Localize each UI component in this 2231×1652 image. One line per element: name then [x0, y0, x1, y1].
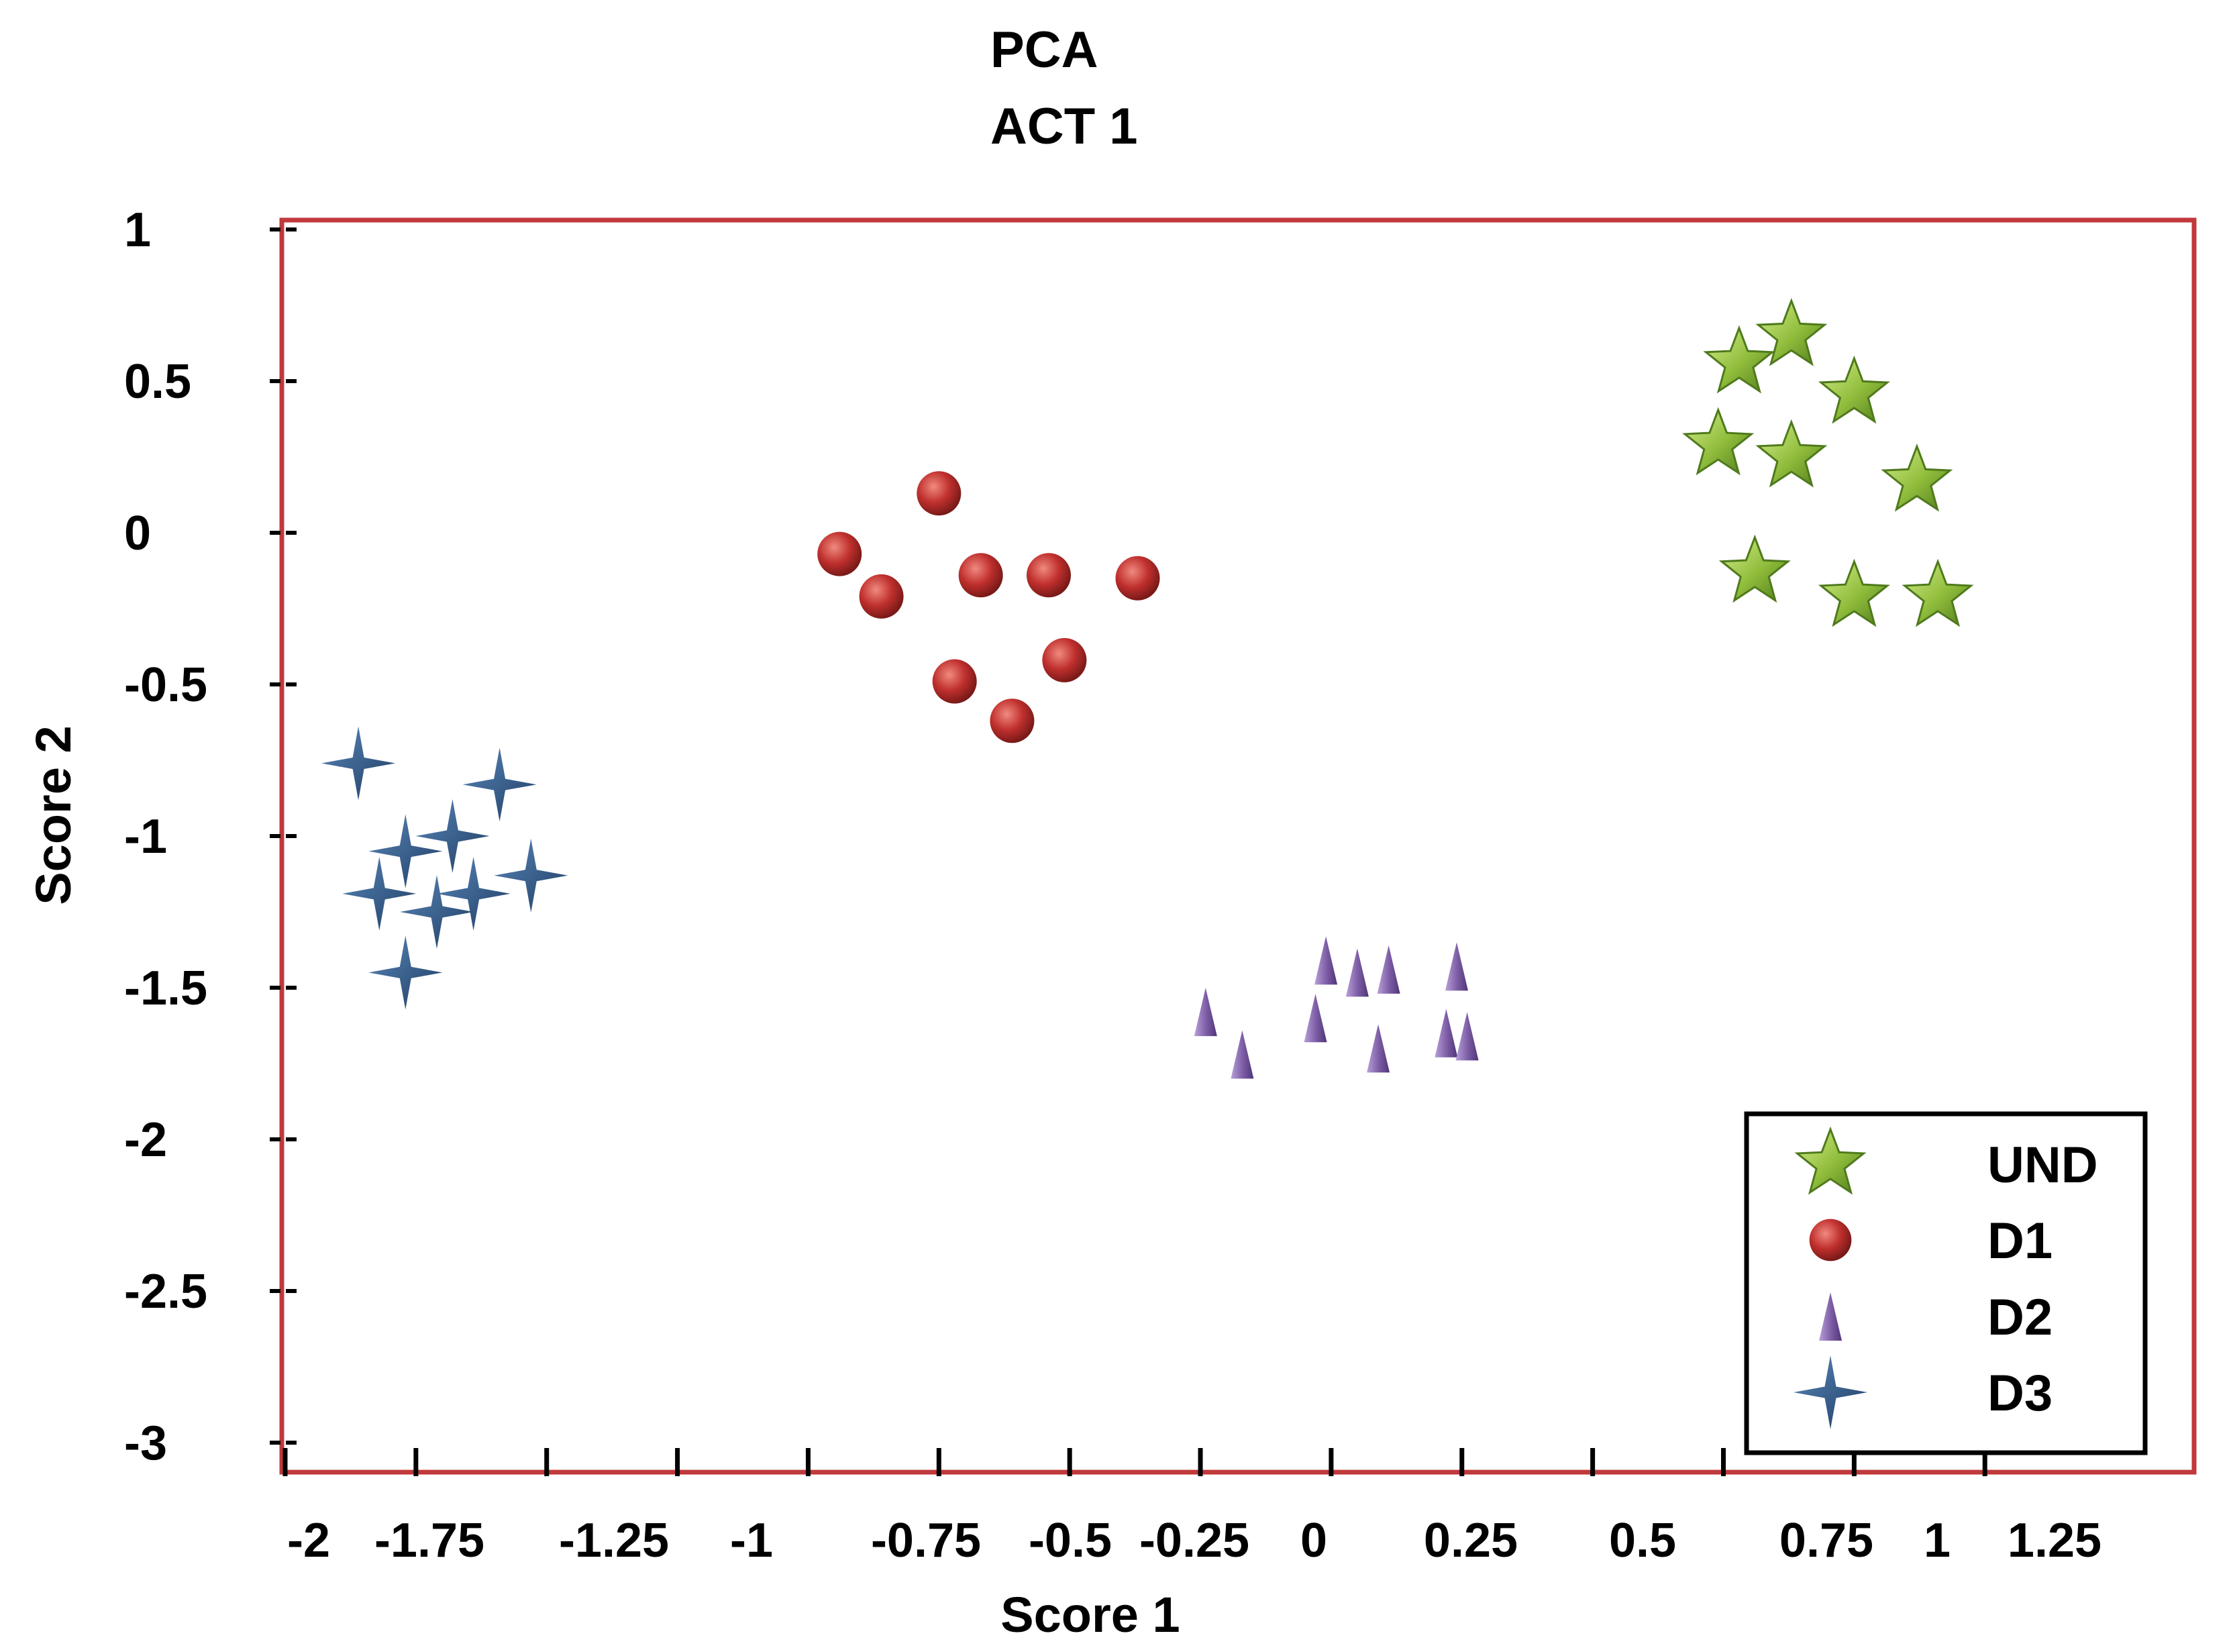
data-point-d2 [1304, 994, 1327, 1043]
data-point-d2 [1314, 936, 1338, 985]
x-tick-label: -0.5 [1029, 1514, 1112, 1567]
data-point-d3 [400, 875, 474, 949]
data-points [321, 297, 1974, 1079]
legend-marker-d2 [1819, 1292, 1842, 1341]
data-point-und [1718, 534, 1791, 603]
x-tick-label: -0.75 [871, 1514, 981, 1567]
x-tick-label: -1.25 [559, 1514, 669, 1567]
data-point-d1 [817, 531, 862, 576]
data-point-d2 [1345, 948, 1369, 997]
y-tick-label: -1.5 [124, 962, 207, 1015]
y-tick-label: 0 [124, 507, 151, 560]
legend-marker-d3 [1794, 1355, 1867, 1429]
y-tick-label: -0.5 [124, 658, 207, 712]
x-tick-label: 1 [1924, 1514, 1951, 1567]
axes: 1 0.5 0 -0.5 -1 -1.5 -2 -2.5 -3 -2 -1.75 -1.25 -1 -0.… [124, 203, 2102, 1567]
data-point-d2 [1367, 1024, 1390, 1073]
data-point-und [1818, 558, 1890, 627]
series-und [1682, 297, 1974, 627]
x-tick-label: -1 [730, 1514, 773, 1567]
x-tick-label: 0.75 [1779, 1514, 1873, 1567]
data-point-d1 [1042, 637, 1087, 682]
chart-title: PCA [990, 21, 1098, 79]
data-point-d3 [368, 814, 443, 888]
x-tick-label: 0 [1300, 1514, 1327, 1567]
data-point-d1 [917, 471, 962, 516]
data-point-d3 [462, 747, 537, 822]
data-point-d1 [958, 553, 1003, 598]
data-point-d3 [321, 726, 396, 801]
y-tick-label: -1 [124, 810, 167, 864]
data-point-d3 [342, 856, 417, 931]
legend-item-und: UND [1794, 1126, 2098, 1195]
legend-label: UND [1987, 1137, 2098, 1194]
x-tick-label: 0.5 [1609, 1514, 1676, 1567]
legend-item-d3: D3 [1794, 1355, 2053, 1429]
x-tick-label: 0.25 [1424, 1514, 1518, 1567]
data-point-und [1755, 297, 1828, 366]
data-point-d3 [494, 838, 568, 913]
plot-area-border [279, 217, 2197, 1475]
y-tick-label: 0.5 [124, 355, 191, 409]
data-point-d3 [436, 856, 511, 931]
data-point-d1 [932, 659, 977, 704]
data-point-d1 [859, 574, 904, 619]
data-point-und [1881, 443, 1953, 512]
legend-box [1744, 1111, 2148, 1455]
data-point-d1 [1115, 556, 1160, 601]
data-point-d3 [368, 935, 443, 1010]
series-d2 [1194, 936, 1479, 1079]
y-tick-label: 1 [124, 203, 151, 257]
y-tick-label: -3 [124, 1416, 167, 1470]
legend-marker-d1 [1809, 1219, 1852, 1261]
x-tick-label: -1.75 [374, 1514, 484, 1567]
y-axis-label: Score 2 [25, 725, 81, 905]
data-point-d3 [415, 799, 490, 873]
legend-marker-und [1794, 1126, 1867, 1195]
data-point-und [1703, 325, 1775, 394]
y-tick-label: -2.5 [124, 1265, 207, 1319]
data-point-und [1755, 419, 1828, 488]
y-tick-label: -2 [124, 1113, 167, 1167]
data-point-und [1818, 355, 1890, 424]
series-d1 [817, 471, 1160, 743]
data-point-d1 [1027, 553, 1071, 598]
legend-item-d1: D1 [1809, 1212, 2053, 1270]
data-point-d2 [1445, 942, 1468, 991]
series-d3 [321, 726, 568, 1010]
legend-label: D2 [1987, 1289, 2053, 1346]
data-point-d2 [1377, 945, 1400, 994]
data-point-d1 [990, 699, 1035, 743]
legend: UND D1 D2 D3 [1744, 1111, 2148, 1455]
data-point-d2 [1435, 1009, 1458, 1057]
legend-item-d2: D2 [1819, 1289, 2053, 1346]
x-tick-label: -2 [287, 1514, 330, 1567]
data-point-und [1682, 407, 1755, 476]
legend-label: D3 [1987, 1365, 2053, 1422]
chart-subtitle: ACT 1 [990, 98, 1138, 155]
x-axis-label: Score 1 [1000, 1587, 1180, 1643]
data-point-und [1902, 558, 1974, 627]
x-tick-label: 1.25 [2008, 1514, 2102, 1567]
x-tick-label: -0.25 [1139, 1514, 1249, 1567]
legend-label: D1 [1987, 1212, 2053, 1270]
data-point-d2 [1455, 1012, 1479, 1061]
data-point-d2 [1231, 1030, 1254, 1079]
data-point-d2 [1194, 988, 1217, 1037]
